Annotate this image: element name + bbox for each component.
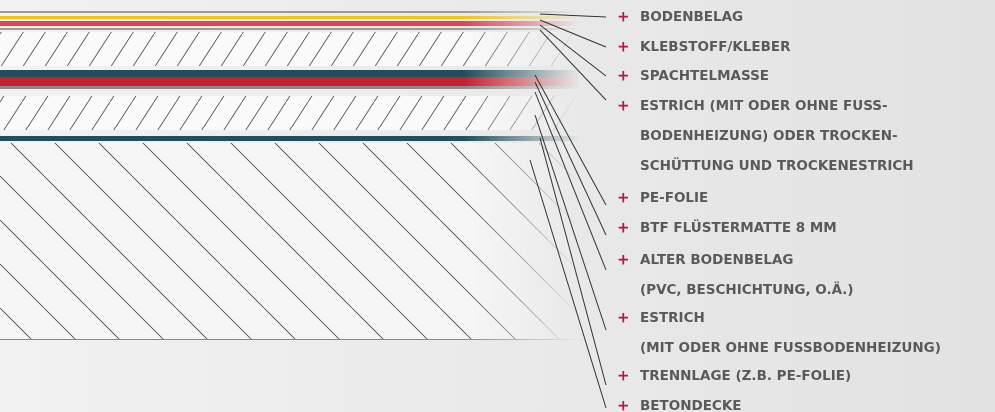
layer-label: SCHÜTTUNG UND TROCKENESTRICH (640, 156, 914, 174)
plus-marker: + (617, 251, 630, 269)
plus-marker: + (617, 67, 630, 85)
layer-label: BETONDECKE (640, 398, 742, 412)
leader-line (534, 81, 607, 236)
layer-label: BODENBELAG (640, 9, 743, 25)
layer-label: BODENHEIZUNG) ODER TROCKEN- (640, 128, 898, 144)
leader-line (539, 13, 607, 18)
layer-label: BTF FLÜSTERMATTE 8 MM (640, 218, 837, 236)
plus-marker: + (617, 397, 630, 412)
layer-label: ALTER BODENBELAG (640, 252, 793, 268)
layer-label: SPACHTELMASSE (640, 68, 769, 84)
plus-marker: + (617, 8, 630, 26)
plus-marker: + (617, 38, 630, 56)
layer-label: ESTRICH (MIT ODER OHNE FUSS- (640, 98, 888, 114)
layer-label: (MIT ODER OHNE FUSSBODENHEIZUNG) (640, 340, 941, 356)
leader-line (539, 137, 607, 386)
leader-line (529, 159, 607, 409)
plus-marker: + (617, 309, 630, 327)
layer-label: PE-FOLIE (640, 190, 708, 206)
plus-marker: + (617, 219, 630, 237)
leader-line (539, 29, 607, 101)
leader-line (534, 74, 607, 206)
layer-label: (PVC, BESCHICHTUNG, O.Ä.) (640, 281, 854, 298)
plus-marker: + (617, 189, 630, 207)
plus-marker: + (617, 97, 630, 115)
plus-marker: + (617, 367, 630, 385)
leader-line (534, 91, 607, 271)
layer-label: KLEBSTOFF/KLEBER (640, 39, 791, 55)
layer-label: ESTRICH (640, 310, 705, 326)
leader-line (539, 24, 607, 77)
layer-label: TRENNLAGE (Z.B. PE-FOLIE) (640, 368, 851, 384)
cross-section (0, 11, 580, 340)
leader-line (539, 19, 607, 48)
leader-line (534, 114, 607, 331)
